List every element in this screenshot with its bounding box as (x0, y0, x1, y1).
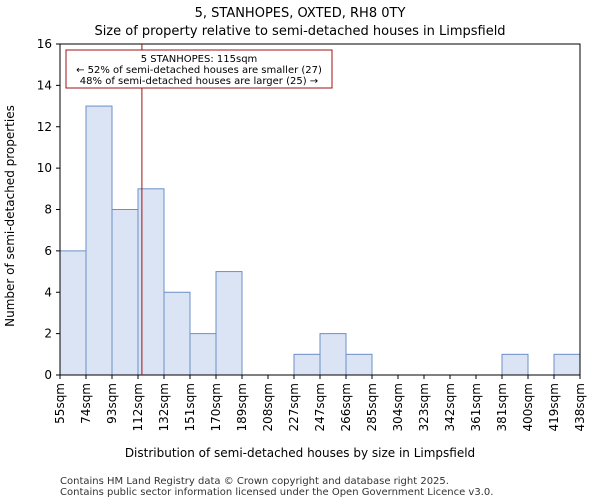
x-tick-label: 304sqm (391, 383, 405, 431)
x-tick-label: 74sqm (79, 383, 93, 424)
bar-381sqm (501, 353, 529, 376)
x-tick-label: 266sqm (339, 383, 353, 431)
x-tick-label: 247sqm (313, 383, 327, 431)
y-tick-label: 0 (44, 368, 52, 382)
bar-170sqm (215, 271, 243, 376)
x-tick-label: 361sqm (469, 383, 483, 431)
x-tick-label: 151sqm (183, 383, 197, 431)
x-tick-label: 93sqm (105, 383, 119, 424)
bar-151sqm (189, 333, 217, 376)
x-tick-label: 381sqm (495, 383, 509, 431)
annotation-line-3: 48% of semi-detached houses are larger (… (80, 76, 318, 87)
x-tick-label: 112sqm (131, 383, 145, 431)
bar-227sqm (293, 353, 321, 376)
x-tick-label: 323sqm (417, 383, 431, 431)
annotation-box: 5 STANHOPES: 115sqm ← 52% of semi-detach… (65, 49, 333, 89)
chart-subtitle: Size of property relative to semi-detach… (94, 24, 505, 39)
x-tick-label: 400sqm (521, 383, 535, 431)
x-tick-label: 55sqm (53, 383, 67, 424)
x-tick-label: 189sqm (235, 383, 249, 431)
x-tick-label: 285sqm (365, 383, 379, 431)
x-tick-label: 132sqm (157, 383, 171, 431)
x-ticks-group: 55sqm 74sqm 93sqm 112sqm 132sqm 151sqm 170sqm 1… (53, 375, 587, 431)
y-tick-label: 10 (37, 161, 52, 175)
annotation-line-2: ← 52% of semi-detached houses are smalle… (76, 65, 322, 76)
bars-group (59, 105, 581, 376)
bar-74sqm (85, 105, 113, 376)
y-axis-label: Number of semi-detached properties (3, 105, 17, 327)
y-tick-label: 12 (37, 120, 52, 134)
bar-55sqm (59, 250, 87, 376)
y-tick-label: 8 (44, 203, 52, 217)
y-ticks-group: 0 2 4 6 8 10 12 14 16 (37, 37, 60, 382)
footer-line-2: Contains public sector information licen… (60, 487, 493, 498)
annotation-line-1: 5 STANHOPES: 115sqm (141, 54, 258, 65)
x-tick-label: 208sqm (261, 383, 275, 431)
y-tick-label: 4 (44, 285, 52, 299)
y-tick-label: 14 (37, 78, 52, 92)
x-axis-label: Distribution of semi-detached houses by … (125, 446, 475, 460)
x-tick-label: 438sqm (573, 383, 587, 431)
bar-247sqm (319, 333, 347, 376)
y-tick-label: 2 (44, 327, 52, 341)
bar-419sqm (553, 353, 581, 376)
bar-93sqm (111, 209, 139, 376)
chart-title: 5, STANHOPES, OXTED, RH8 0TY (195, 6, 406, 21)
x-tick-label: 419sqm (547, 383, 561, 431)
y-tick-label: 6 (44, 244, 52, 258)
footer-line-1: Contains HM Land Registry data © Crown c… (60, 476, 449, 487)
plot-frame (59, 43, 581, 376)
y-tick-label: 16 (37, 37, 52, 51)
bar-132sqm (163, 291, 191, 376)
annotation-box-frame (65, 49, 333, 89)
x-tick-label: 170sqm (209, 383, 223, 431)
x-tick-label: 227sqm (287, 383, 301, 431)
bar-266sqm (345, 353, 373, 376)
x-tick-label: 342sqm (443, 383, 457, 431)
